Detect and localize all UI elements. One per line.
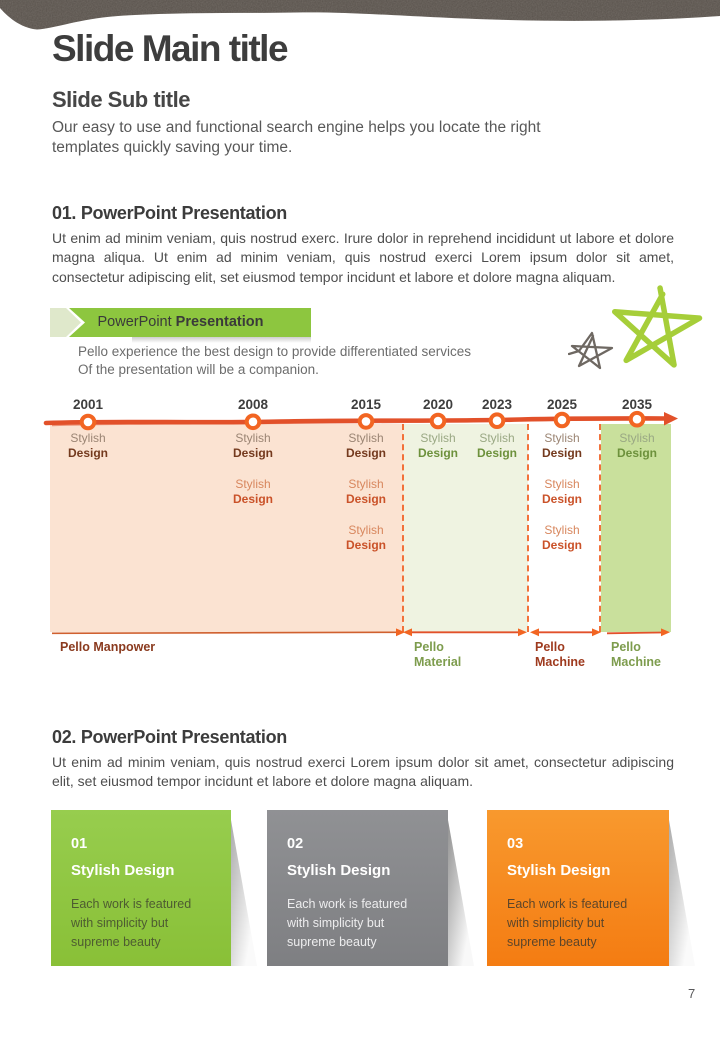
section1-body: Ut enim ad minim veniam, quis nostrud ex… — [52, 230, 674, 285]
main-title: Slide Main title — [52, 28, 289, 69]
timeline-band-machine — [601, 424, 671, 632]
timeline-cell: Stylish Design — [67, 431, 108, 460]
card-number: 02 — [287, 836, 304, 852]
timeline-year: 2025 — [546, 397, 578, 412]
timeline-cell: Stylish Design — [345, 523, 386, 552]
timeline-cell: Stylish Design — [345, 431, 386, 460]
timeline-year: 2001 — [72, 397, 104, 412]
banner-fold-shadow — [132, 337, 311, 343]
card-number: 01 — [71, 836, 88, 852]
card-curl-shadow — [669, 820, 695, 966]
axis-arrow-icon — [664, 412, 678, 426]
timeline-cell: Stylish Design — [476, 431, 517, 460]
card-curl-shadow — [231, 820, 257, 966]
card-body: Each work is featured with simplicity bu… — [71, 897, 192, 949]
card-title: Stylish Design — [287, 862, 391, 879]
timeline-cell: Stylish Design — [232, 431, 273, 460]
presentation-banner: PowerPoint Presentation — [50, 308, 311, 337]
timeline-divider — [527, 424, 529, 632]
timeline-segment-label: Pello Manpower — [60, 640, 156, 654]
info-card-1: 01 Stylish Design Each work is featured … — [51, 810, 231, 966]
star-doodle-gray-icon — [568, 331, 614, 370]
banner-caption-line2: Of the presentation will be a companion. — [78, 361, 319, 377]
timeline-band-manpower — [50, 424, 403, 632]
card-title: Stylish Design — [507, 862, 611, 879]
star-doodle-green-icon — [612, 285, 703, 368]
banner-label-bold: Presentation — [175, 314, 264, 330]
header-texture-band — [0, 0, 720, 30]
banner-caption-line1: Pello experience the best design to prov… — [78, 344, 471, 359]
banner-chevron-icon — [50, 308, 85, 337]
timeline-axis — [43, 410, 678, 431]
section2-heading: 02. PowerPoint Presentation — [52, 727, 287, 747]
timeline-year: 2020 — [422, 397, 454, 412]
timeline-segment-label: Pello Material — [414, 640, 462, 669]
timeline-divider — [402, 424, 404, 632]
info-card-2: 02 Stylish Design Each work is featured … — [267, 810, 448, 966]
timeline-year: 2023 — [481, 397, 513, 412]
section1-heading: 01. PowerPoint Presentation — [52, 203, 287, 223]
timeline-span-arrows — [51, 628, 670, 637]
timeline-cell: Stylish Design — [345, 477, 386, 506]
timeline-cell: Stylish Design — [232, 477, 273, 506]
timeline-cell: Stylish Design — [541, 477, 582, 506]
timeline-segment-label: Pello Machine — [535, 640, 586, 669]
timeline-divider — [599, 424, 601, 632]
banner-caption: Pello experience the best design to prov… — [78, 343, 471, 378]
card-body: Each work is featured with simplicity bu… — [287, 897, 408, 949]
timeline-markers — [79, 410, 646, 431]
timeline-year: 2035 — [621, 397, 653, 412]
timeline-segment-label: Pello Machine — [611, 640, 662, 669]
card-number: 03 — [507, 836, 524, 852]
timeline-cell: Stylish Design — [541, 523, 582, 552]
card-title: Stylish Design — [71, 862, 175, 879]
section2-body: Ut enim ad minim veniam, quis nostrud ex… — [52, 754, 674, 790]
timeline-cell: Stylish Design — [417, 431, 458, 460]
intro-text: Our easy to use and functional search en… — [52, 119, 541, 156]
timeline-year: 2015 — [350, 397, 382, 412]
timeline-band-material — [403, 424, 528, 632]
timeline-cell: Stylish Design — [616, 431, 657, 460]
banner-label-regular: PowerPoint — [97, 314, 176, 330]
timeline-cell: Stylish Design — [541, 431, 582, 460]
info-card-3: 03 Stylish Design Each work is featured … — [487, 810, 669, 966]
page-number: 7 — [688, 986, 696, 1001]
timeline-year: 2008 — [237, 397, 269, 412]
sub-title: Slide Sub title — [52, 87, 190, 112]
card-curl-shadow — [448, 820, 474, 966]
banner-label: PowerPoint Presentation — [50, 308, 311, 337]
card-body: Each work is featured with simplicity bu… — [507, 897, 628, 949]
